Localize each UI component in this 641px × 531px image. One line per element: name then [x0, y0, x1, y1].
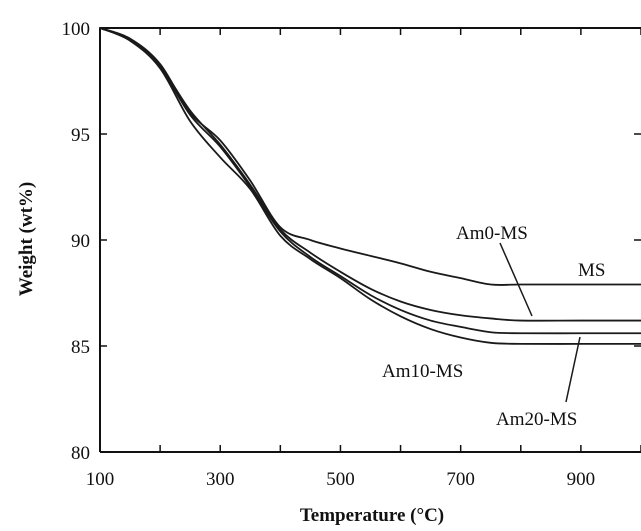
y-tick-label: 85 — [71, 337, 90, 358]
x-tick-label: 300 — [206, 469, 235, 490]
series-line-am10-ms — [99, 27, 641, 335]
annotation-leaders — [499, 242, 581, 403]
series-line-am0-ms — [99, 27, 641, 322]
leader-am20-ms — [565, 336, 581, 403]
y-tick-label: 100 — [62, 19, 91, 40]
leader-am0-ms — [499, 242, 533, 317]
x-axis-title: Temperature (°C) — [300, 505, 444, 526]
series-line-am20-ms — [99, 27, 641, 345]
y-tick-label: 90 — [71, 231, 90, 252]
x-tick-label: 500 — [326, 469, 355, 490]
x-tick-label: 700 — [446, 469, 475, 490]
annotation-am10-ms: Am10-MS — [382, 361, 463, 382]
y-tick-label: 80 — [71, 443, 90, 464]
annotations: MS Am0-MS Am10-MS Am20-MS — [382, 223, 605, 430]
annotation-am20-ms: Am20-MS — [496, 409, 577, 430]
axes — [99, 27, 641, 453]
annotation-ms: MS — [578, 260, 605, 281]
y-axis-title: Weight (wt%) — [16, 182, 37, 297]
series-line-ms — [99, 27, 641, 286]
x-tick-label: 900 — [567, 469, 596, 490]
tick-labels: 100 300 500 700 900 80 85 90 95 100 — [62, 19, 596, 490]
annotation-am0-ms: Am0-MS — [456, 223, 528, 244]
curves — [99, 27, 641, 345]
ticks — [99, 27, 641, 453]
x-tick-label: 100 — [86, 469, 115, 490]
y-tick-label: 95 — [71, 125, 90, 146]
